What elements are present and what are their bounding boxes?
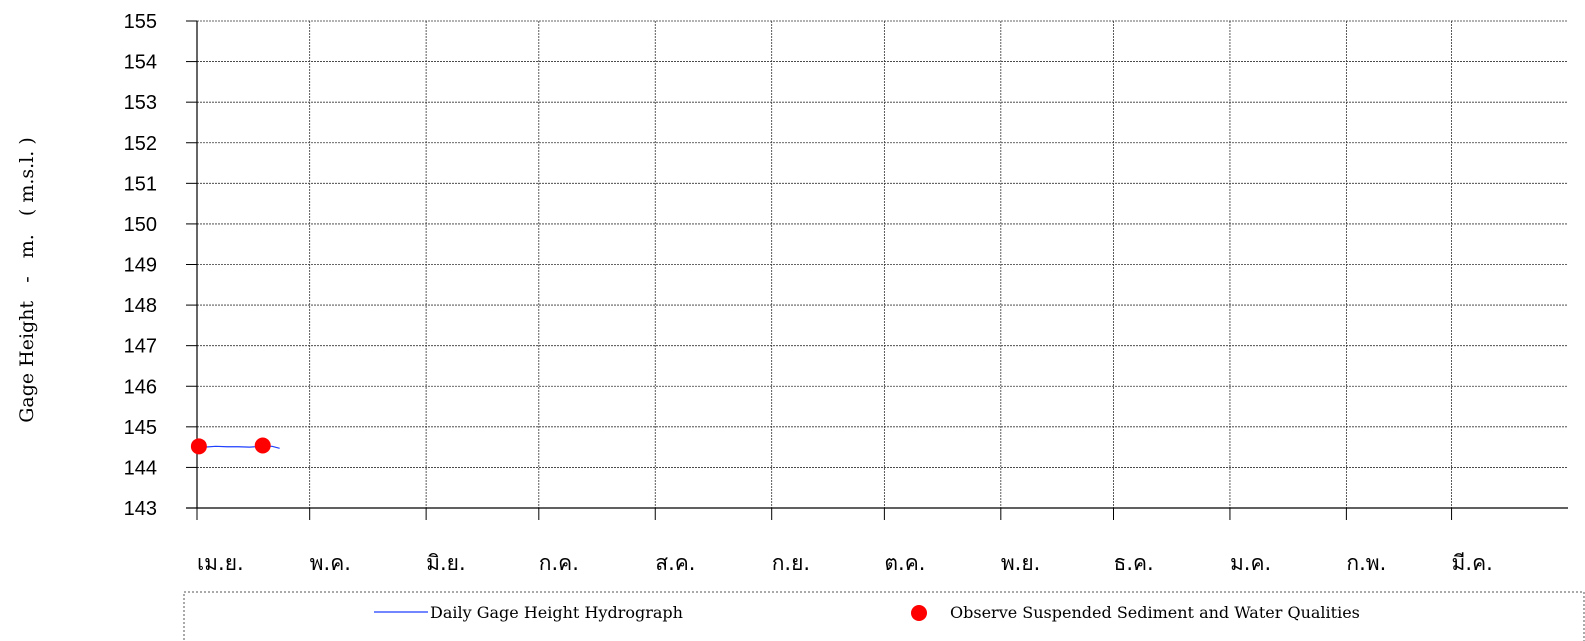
y-tick-label: 144 xyxy=(124,457,157,479)
x-tick-label: พ.ค. xyxy=(310,551,351,575)
y-tick-labels: 143 144 145 146 147 148 149 150 151 152 153 154 155 xyxy=(124,11,157,520)
x-tick-labels: เม.ย. พ.ค. มิ.ย. ก.ค. ส.ค. ก.ย. ต.ค. พ.ย. ธ.ค. ม.… xyxy=(197,551,1493,575)
observation-point xyxy=(254,437,271,454)
y-tick-label: 147 xyxy=(124,336,157,358)
observation-point xyxy=(190,438,207,455)
x-tick-label: มิ.ย. xyxy=(426,551,466,575)
legend: Daily Gage Height Hydrograph Observe Sus… xyxy=(183,591,1585,641)
y-tick-label: 155 xyxy=(124,11,157,33)
axes xyxy=(186,20,1568,520)
legend-label-hydrograph: Daily Gage Height Hydrograph xyxy=(430,603,683,622)
y-axis-label: Gage Height - m. ( m.s.l. ) xyxy=(16,137,38,423)
y-tick-label: 154 xyxy=(124,52,157,74)
y-tick-label: 146 xyxy=(124,376,157,398)
x-tick-label: พ.ย. xyxy=(1001,551,1040,575)
x-tick-label: ส.ค. xyxy=(655,551,695,575)
x-tick-label: ก.พ. xyxy=(1346,551,1386,575)
y-tick-label: 150 xyxy=(124,214,157,236)
y-tick-label: 149 xyxy=(124,255,157,277)
plot-series xyxy=(190,437,280,455)
x-tick-label: มี.ค. xyxy=(1452,551,1493,575)
x-tick-label: ม.ค. xyxy=(1230,551,1271,575)
x-tick-label: ธ.ค. xyxy=(1114,551,1154,575)
y-tick-label: 152 xyxy=(124,133,157,155)
x-tick-label: ต.ค. xyxy=(884,551,925,575)
y-tick-label: 148 xyxy=(124,295,157,317)
x-tick-label: ก.ย. xyxy=(772,551,810,575)
x-tick-label: เม.ย. xyxy=(197,551,244,575)
x-tick-label: ก.ค. xyxy=(539,551,579,575)
legend-box xyxy=(183,591,1585,641)
y-tick-label: 153 xyxy=(124,92,157,114)
grid xyxy=(197,20,1568,508)
y-tick-label: 151 xyxy=(124,173,157,195)
legend-label-observations: Observe Suspended Sediment and Water Qua… xyxy=(950,603,1360,622)
y-tick-label: 143 xyxy=(124,498,157,520)
legend-dot-swatch xyxy=(911,605,927,621)
y-tick-label: 145 xyxy=(124,417,157,439)
